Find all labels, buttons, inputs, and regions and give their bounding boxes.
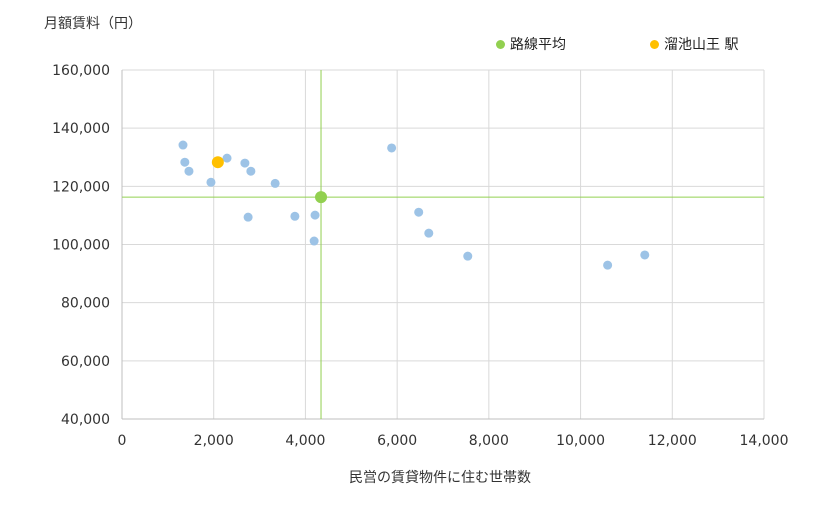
legend-marker-icon [650, 39, 659, 49]
data-point [222, 153, 232, 163]
x-tick-label: 0 [118, 433, 127, 449]
data-point [211, 156, 224, 169]
data-point [184, 166, 194, 176]
y-tick-label: 140,000 [52, 121, 110, 137]
legend-label: 溜池山王 駅 [664, 37, 739, 53]
x-tick-label: 14,000 [740, 433, 789, 449]
data-point [315, 191, 328, 204]
data-point [640, 250, 650, 260]
data-point [309, 236, 319, 246]
x-tick-label: 12,000 [648, 433, 697, 449]
y-tick-label: 100,000 [52, 238, 110, 254]
data-point [180, 157, 190, 167]
data-point [290, 211, 300, 221]
legend-label: 路線平均 [510, 37, 566, 53]
y-tick-label: 160,000 [52, 63, 110, 79]
data-point [414, 207, 424, 217]
data-point [310, 210, 320, 220]
y-tick-label: 60,000 [61, 354, 110, 370]
x-tick-label: 8,000 [469, 433, 509, 449]
data-point [206, 177, 216, 187]
data-point [270, 178, 280, 188]
y-tick-label: 40,000 [61, 412, 110, 428]
y-axis-title: 月額賃料（円） [44, 16, 142, 32]
x-tick-label: 4,000 [285, 433, 325, 449]
data-point [463, 251, 473, 261]
x-axis-title: 民営の賃貸物件に住む世帯数 [349, 470, 531, 486]
x-tick-label: 10,000 [556, 433, 605, 449]
x-tick-label: 2,000 [194, 433, 234, 449]
y-tick-label: 120,000 [52, 179, 110, 195]
y-tick-label: 80,000 [61, 296, 110, 312]
data-point [178, 140, 188, 150]
data-point [240, 158, 250, 168]
data-point [246, 166, 256, 176]
legend-item-route-average: 路線平均 [496, 34, 566, 54]
data-point [424, 228, 434, 238]
data-point [243, 212, 253, 222]
legend-marker-icon [496, 39, 505, 49]
data-point [387, 143, 397, 153]
legend-item-station: 溜池山王 駅 [650, 34, 738, 54]
data-point [603, 260, 613, 270]
x-tick-label: 6,000 [377, 433, 417, 449]
